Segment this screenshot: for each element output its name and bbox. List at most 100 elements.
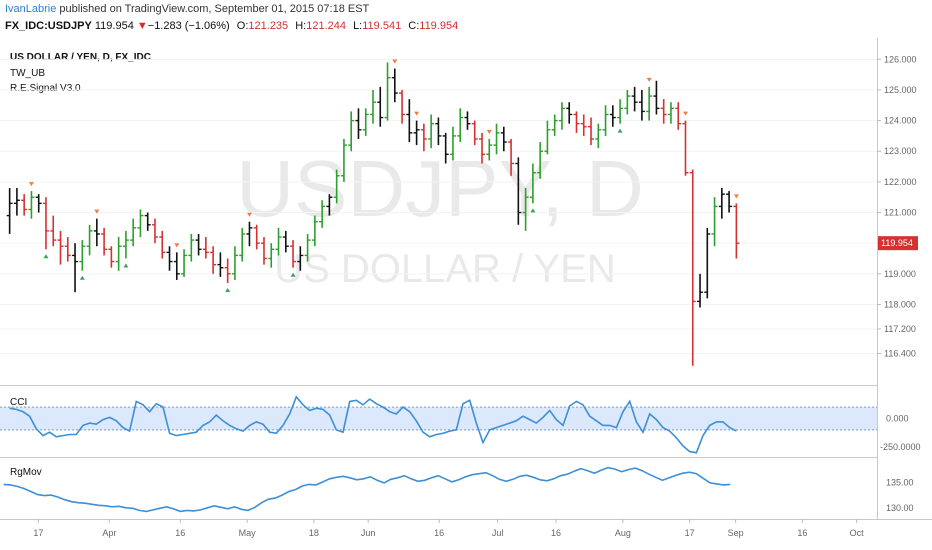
buy-signal-icon (530, 208, 536, 213)
rgmov-tick-label: 130.00 (886, 503, 914, 513)
close-label: C: (408, 20, 420, 32)
time-axis[interactable]: 17 Apr 16 May 18 Jun 16 Jul 16 Aug 17 Sep 16 Oct (33, 519, 864, 538)
price-bars (6, 62, 740, 366)
ohlc-bar (588, 117, 595, 146)
ohlc-bar (420, 123, 427, 152)
symbol-label[interactable]: FX_IDC:USDJPY (5, 20, 92, 32)
ohlc-bar (435, 117, 442, 146)
ohlc-bar (64, 237, 71, 262)
price-tick-label: 126.000 (884, 54, 917, 64)
open-label: O: (236, 20, 249, 32)
sell-signal-icon (246, 212, 252, 217)
ohlc-bar (79, 240, 86, 271)
ohlc-bar (319, 200, 326, 228)
ohlc-bar (181, 249, 188, 277)
high-label: H: (295, 20, 307, 32)
ohlc-bar (464, 111, 471, 130)
sell-signal-icon (94, 209, 100, 214)
buy-signal-icon (290, 272, 296, 277)
time-tick-label: 17 (685, 528, 695, 538)
ohlc-bar (544, 120, 551, 155)
price-tick-label: 122.000 (884, 177, 917, 187)
publish-line: IvanLabrie published on TradingView.com,… (5, 3, 369, 15)
ohlc-bar (457, 108, 464, 143)
ohlc-bar (115, 237, 122, 271)
price-tick-label: 117.200 (884, 324, 916, 334)
rgmov-pane: RgMov (3, 466, 731, 513)
ohlc-bar (340, 138, 347, 182)
rgmov-label[interactable]: RgMov (10, 467, 42, 478)
ohlc-line: FX_IDC:USDJPY 119.954 ▼−1.283 (−1.06%) O… (5, 20, 458, 32)
ohlc-bar (93, 218, 100, 247)
ohlc-bar (282, 230, 289, 253)
cci-label[interactable]: CCI (10, 397, 27, 408)
ohlc-bar (297, 246, 304, 271)
ohlc-bar (362, 108, 369, 136)
ohlc-bar (675, 102, 682, 130)
ohlc-bar (602, 105, 609, 136)
legend-study-tw-ub[interactable]: TW_UB (10, 68, 45, 79)
cci-tick-label: 0.000 (886, 414, 909, 424)
ohlc-bar (689, 169, 696, 366)
ohlc-bar (413, 120, 420, 146)
ohlc-bar (101, 227, 108, 256)
buy-signal-icon (43, 254, 49, 259)
low-value: 119.541 (362, 20, 402, 32)
publish-info: published on TradingView.com, September … (56, 3, 370, 15)
ohlc-bar (6, 188, 13, 234)
ohlc-bar (57, 230, 64, 265)
ohlc-bar (348, 111, 355, 152)
legend-study-re-signal[interactable]: R.E.Signal V3.0 (10, 83, 81, 94)
sell-signal-icon (682, 111, 688, 116)
ohlc-bar (653, 80, 660, 115)
ohlc-bar (704, 227, 711, 299)
ohlc-bar (399, 89, 406, 124)
last-price-tag-text: 119.954 (881, 238, 913, 248)
ohlc-bar (290, 240, 297, 268)
ohlc-bar (13, 188, 20, 216)
ohlc-bar (253, 224, 260, 250)
ohlc-bar (500, 126, 507, 152)
ohlc-bar (406, 99, 413, 143)
ohlc-bar (188, 233, 195, 262)
ohlc-bar (442, 132, 449, 164)
ohlc-bar (711, 197, 718, 247)
cci-tick-label: -250.0000 (880, 442, 921, 452)
ohlc-bar (609, 105, 616, 127)
ohlc-bar (631, 86, 638, 112)
ohlc-bar (210, 246, 217, 274)
ohlc-bar (370, 89, 376, 124)
low-label: L: (353, 20, 363, 32)
ohlc-bar (173, 252, 180, 280)
ohlc-bar (660, 99, 667, 124)
ohlc-bar (246, 221, 253, 247)
ohlc-bar (311, 215, 318, 247)
ohlc-bar (275, 227, 282, 256)
ohlc-bar (479, 132, 486, 164)
ohlc-bar (384, 62, 391, 121)
watermark-name: US DOLLAR / YEN (274, 247, 616, 291)
ohlc-bar (42, 197, 49, 250)
price-tick-label: 125.000 (884, 85, 917, 95)
ohlc-bar (733, 203, 740, 259)
price-axis[interactable]: 126.000 125.000 124.000 123.000 122.000 121.0… (877, 54, 917, 358)
ohlc-bar (166, 246, 173, 271)
ohlc-bar (697, 273, 704, 308)
ohlc-bar (486, 138, 493, 161)
ohlc-bar (726, 191, 733, 213)
ohlc-bar (449, 126, 456, 161)
sell-signal-icon (174, 243, 180, 248)
time-tick-label: 16 (175, 528, 185, 538)
ohlc-bar (558, 102, 565, 130)
author-link[interactable]: IvanLabrie (5, 3, 57, 15)
buy-signal-icon (225, 288, 231, 293)
price-tick-label: 124.000 (884, 116, 917, 126)
ohlc-bar (239, 227, 246, 262)
high-value: 121.244 (306, 20, 346, 32)
ohlc-bar (195, 233, 202, 256)
ohlc-bar (580, 114, 587, 136)
ohlc-bar (522, 188, 529, 231)
buy-signal-icon (123, 263, 129, 268)
ohlc-bar (537, 142, 544, 179)
